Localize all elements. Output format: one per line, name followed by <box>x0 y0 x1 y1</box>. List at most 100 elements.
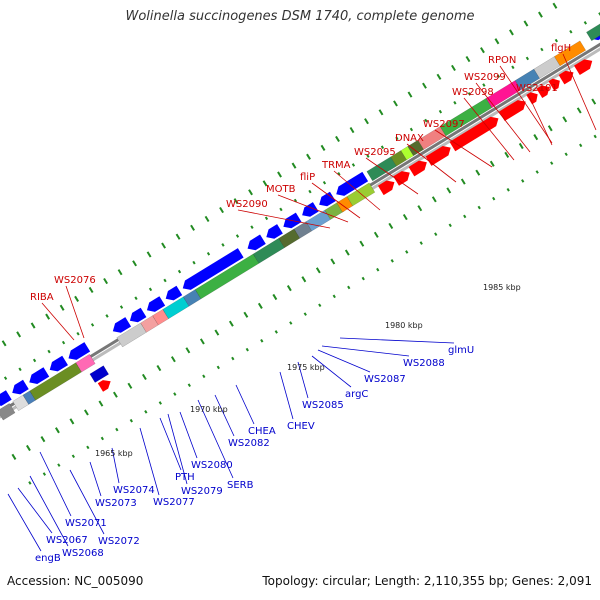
leader-line <box>167 413 188 485</box>
tick-mark <box>163 278 167 283</box>
tick-mark <box>593 134 597 139</box>
gene-label-reverse: WS2071 <box>65 518 107 529</box>
tick-mark <box>26 444 31 452</box>
gene-label-forward: WS2098 <box>452 87 494 98</box>
tick-mark <box>417 205 423 212</box>
gene-label-reverse: WS2068 <box>62 548 104 559</box>
leader-line <box>339 337 455 344</box>
tick-mark <box>264 216 269 221</box>
tick-mark <box>511 65 515 70</box>
tick-mark <box>344 249 350 256</box>
forward-gene-arrow <box>536 85 550 98</box>
gene-label-forward: TRMA <box>321 160 351 171</box>
gene-label-reverse: WS2074 <box>113 485 155 496</box>
gene-tracks <box>0 23 600 421</box>
tick-mark <box>76 331 80 336</box>
tick-mark <box>117 269 123 276</box>
tick-mark <box>231 356 235 361</box>
leader-line <box>311 182 361 219</box>
forward-gene-arrow <box>526 92 538 105</box>
tick-mark <box>525 56 530 61</box>
tick-mark <box>260 338 264 343</box>
tick-mark <box>132 260 138 267</box>
gene-label-reverse: WS2082 <box>228 438 270 449</box>
tick-mark <box>83 409 89 416</box>
tick-mark <box>583 21 588 25</box>
tick-mark <box>71 454 75 459</box>
tick-mark <box>262 180 268 187</box>
forward-gene-arrow <box>377 180 395 196</box>
tick-mark <box>591 98 597 105</box>
tick-mark <box>250 225 254 229</box>
leader-line <box>527 93 553 146</box>
tick-mark <box>105 314 109 318</box>
tick-mark <box>158 401 162 405</box>
tick-mark <box>547 125 553 132</box>
leader-line <box>562 53 597 131</box>
tick-mark <box>61 340 66 345</box>
tick-mark <box>322 180 327 185</box>
leader-line <box>65 285 85 339</box>
reverse-gene-arrow <box>29 367 50 384</box>
tick-mark <box>173 392 177 396</box>
tick-mark <box>289 321 293 325</box>
tick-mark <box>576 107 582 114</box>
tick-mark <box>390 259 394 263</box>
tick-mark <box>286 285 292 292</box>
reverse-gene-arrow <box>12 379 29 395</box>
forward-gene-arrow <box>408 160 427 177</box>
gene-label-forward: DNAX <box>395 133 424 144</box>
tick-mark <box>74 295 80 302</box>
tick-mark <box>228 320 234 327</box>
tick-mark <box>1 340 7 347</box>
tick-mark <box>564 152 568 157</box>
tick-mark <box>492 196 496 201</box>
tick-mark <box>504 151 510 158</box>
leader-line <box>297 361 309 399</box>
tick-mark <box>347 285 351 290</box>
gene-label-reverse: glmU <box>448 345 474 356</box>
forward-gene-arrow <box>425 146 451 166</box>
tick-mark <box>148 287 153 292</box>
tick-mark <box>170 356 176 363</box>
tick-mark <box>359 240 365 247</box>
forward-gene-arrow <box>97 380 111 392</box>
leader-line <box>365 157 419 195</box>
tick-mark <box>332 294 336 299</box>
reverse-gene-arrow <box>68 342 91 360</box>
tick-mark <box>320 144 326 151</box>
tick-mark <box>42 472 47 476</box>
tick-mark <box>141 373 147 381</box>
tick-mark <box>393 100 398 107</box>
tick-mark <box>475 169 481 176</box>
tick-mark <box>88 286 94 294</box>
tick-mark <box>216 365 220 370</box>
tick-mark <box>518 142 524 150</box>
tick-mark <box>146 251 152 258</box>
tick-mark <box>388 222 394 230</box>
tick-mark <box>422 82 427 89</box>
tick-mark <box>538 11 543 18</box>
forward-gene-arrow <box>574 59 593 75</box>
tick-layer <box>1 2 600 485</box>
tick-mark <box>98 400 104 407</box>
tick-mark <box>438 109 443 114</box>
tick-mark <box>291 162 297 169</box>
tick-mark <box>204 215 210 222</box>
reverse-gene-block <box>75 353 96 373</box>
gene-label-forward: flgH <box>551 43 571 54</box>
tick-mark <box>494 38 500 45</box>
tick-mark <box>279 207 283 212</box>
forward-gene-arrow <box>393 171 410 186</box>
leader-line <box>311 355 352 388</box>
tick-mark <box>127 382 133 389</box>
leader-line <box>279 371 294 420</box>
leader-line <box>475 82 531 153</box>
tick-mark <box>190 224 195 231</box>
forward-gene-arrow <box>548 78 560 91</box>
tick-mark <box>177 269 182 274</box>
kbp-label: 1980 kbp <box>385 321 423 330</box>
tick-mark <box>301 276 307 283</box>
gene-label-reverse: WS2088 <box>403 358 445 369</box>
tick-mark <box>446 187 452 194</box>
